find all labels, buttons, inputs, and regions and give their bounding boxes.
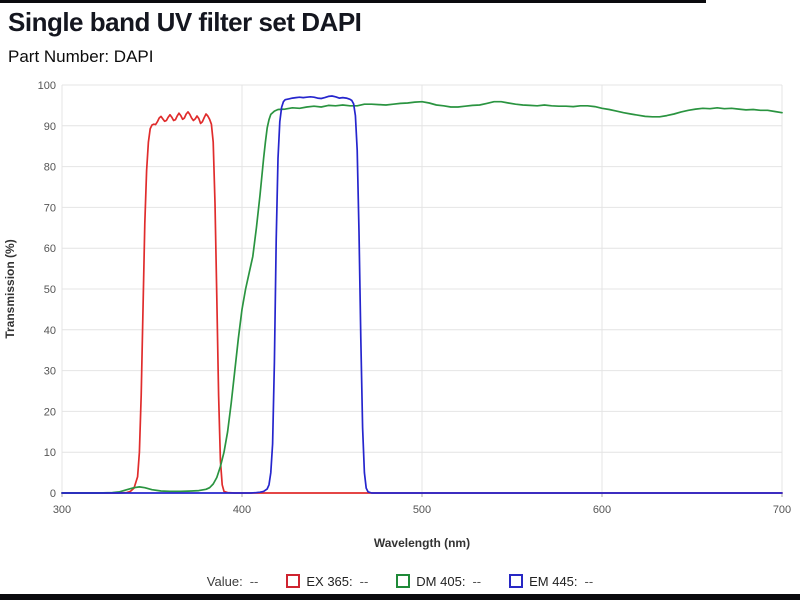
legend-swatch-icon: [286, 574, 301, 588]
y-tick-label: 0: [50, 488, 56, 500]
legend-item-label: DM 405:: [416, 573, 466, 589]
legend-series-items: EX 365: -- DM 405: -- EM 445: --: [286, 574, 593, 589]
x-tick-label: 400: [233, 504, 251, 516]
legend-value: Value: --: [207, 574, 259, 589]
y-tick-label: 90: [44, 121, 56, 133]
legend-swatch-icon: [396, 574, 411, 588]
y-tick-label: 80: [44, 162, 56, 174]
legend-item-value: --: [584, 573, 594, 589]
filter-curves: [61, 95, 783, 494]
y-axis-label: Transmission (%): [3, 239, 17, 338]
y-tick-label: 40: [44, 325, 56, 337]
legend-item-label: EM 445:: [529, 573, 578, 589]
legend-item-ex-365[interactable]: EX 365: --: [286, 574, 368, 589]
y-tick-label: 60: [44, 243, 56, 255]
x-tick-label: 600: [593, 504, 611, 516]
part-number: Part Number: DAPI: [8, 47, 154, 66]
legend-item-value: --: [359, 573, 369, 589]
legend-value-text: --: [249, 573, 259, 589]
x-tick-label: 700: [773, 504, 791, 516]
x-axis-label: Wavelength (nm): [374, 536, 470, 550]
y-tick-label: 50: [44, 284, 56, 296]
y-tick-label: 70: [44, 202, 56, 214]
x-tick-label: 300: [53, 504, 71, 516]
legend-item-value: --: [472, 573, 482, 589]
top-border: [0, 0, 706, 3]
legend-swatch-icon: [509, 574, 524, 588]
legend-value-label: Value:: [206, 573, 243, 589]
legend-item-dm-405[interactable]: DM 405: --: [396, 574, 481, 589]
y-tick-label: 10: [44, 447, 56, 459]
x-tick-label: 500: [413, 504, 431, 516]
tick-labels: 0 10 20 30 40 50 60 70 80 90 100 300 400 500 600 700: [38, 80, 792, 516]
curve-ex-365: [61, 111, 783, 494]
curve-em-445: [61, 95, 783, 494]
legend-item-em-445[interactable]: EM 445: --: [509, 574, 593, 589]
legend: Value: -- EX 365: -- DM 405: -- EM 445: --: [0, 571, 800, 591]
page-title: Single band UV filter set DAPI: [8, 7, 362, 37]
curve-dm-405: [61, 100, 783, 494]
y-tick-label: 100: [38, 80, 56, 92]
legend-item-label: EX 365:: [306, 573, 353, 589]
y-tick-label: 20: [44, 406, 56, 418]
y-tick-label: 30: [44, 366, 56, 378]
bottom-border: [0, 594, 800, 600]
gridlines: [61, 84, 783, 497]
